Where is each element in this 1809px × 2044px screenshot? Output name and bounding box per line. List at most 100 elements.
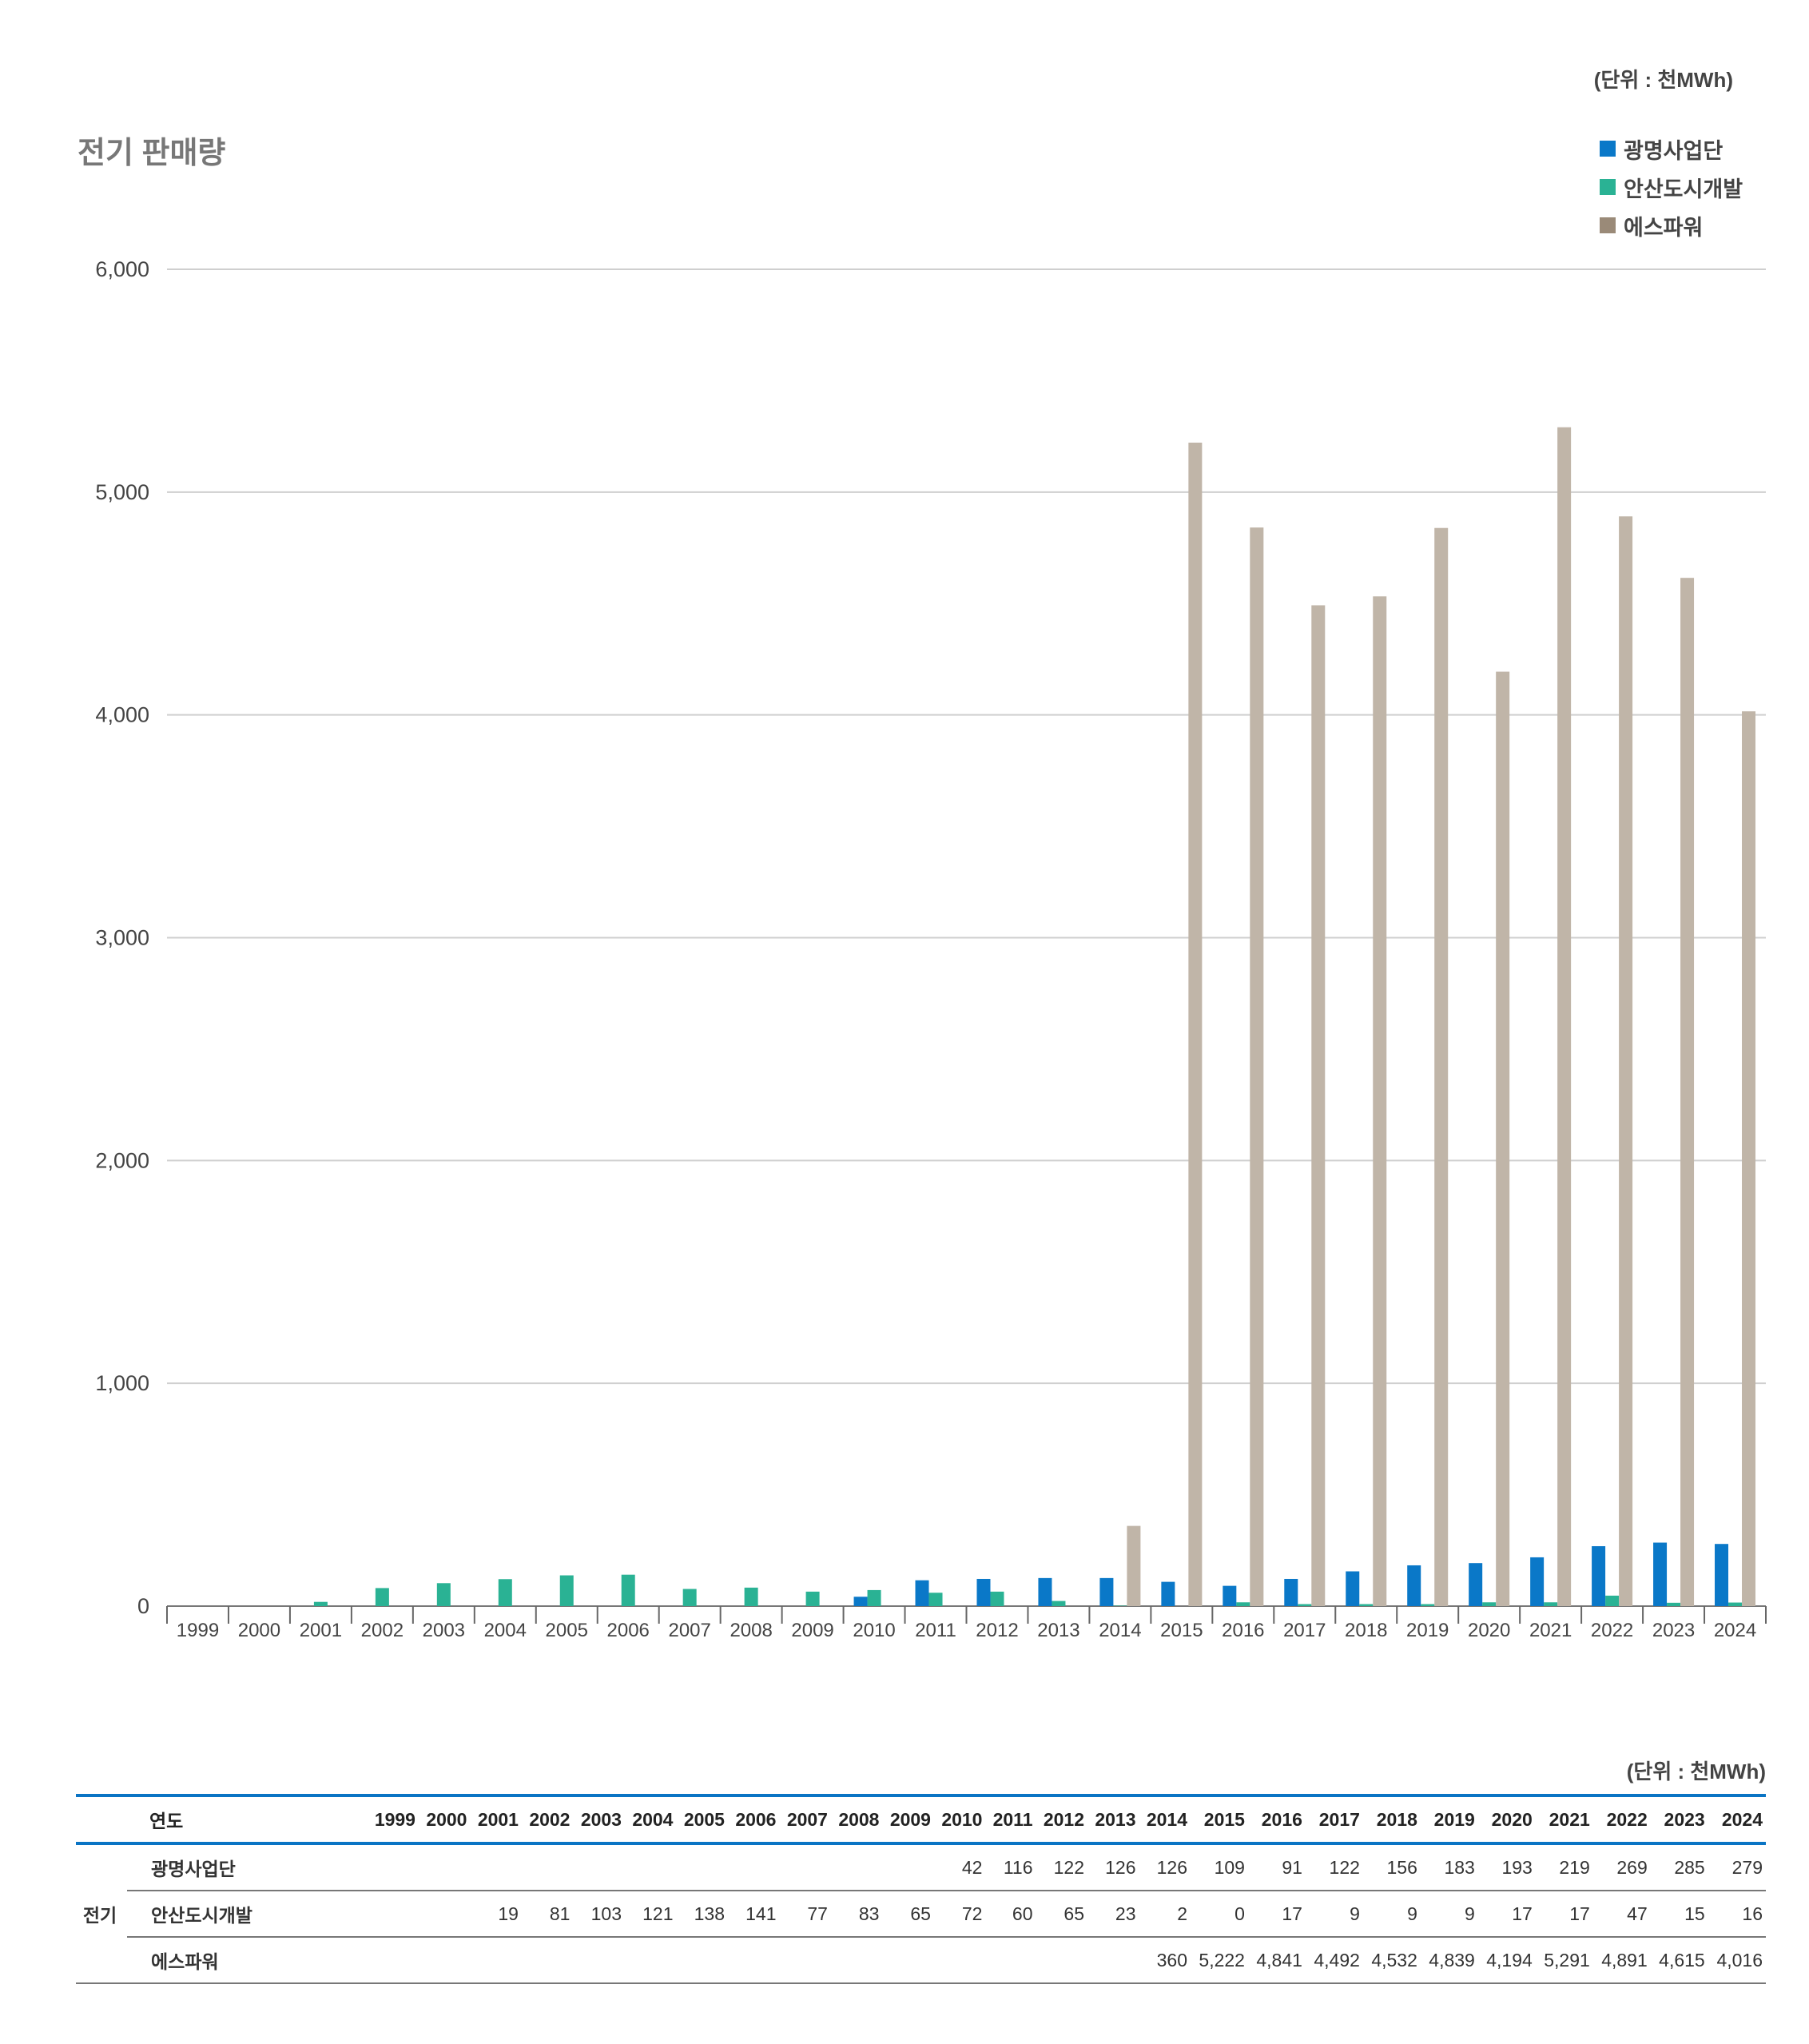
- table-cell: [418, 1937, 471, 1984]
- table-cell: 183: [1420, 1843, 1478, 1891]
- table-cell: 17: [1535, 1891, 1593, 1938]
- table-cell: [367, 1843, 419, 1891]
- table-cell: 156: [1362, 1843, 1421, 1891]
- year-header-cell: 2005: [676, 1794, 728, 1845]
- bar-광명사업단-2014: [1099, 1577, 1114, 1606]
- bar-광명사업단-2022: [1592, 1545, 1606, 1606]
- table-cell: [676, 1937, 728, 1984]
- year-header-cell: 2014: [1139, 1794, 1191, 1845]
- bar-에스파워-2019: [1434, 527, 1449, 1606]
- year-header-cell: 2007: [779, 1794, 831, 1845]
- year-header-cell: 2010: [933, 1794, 986, 1845]
- year-header-cell: 2004: [624, 1794, 677, 1845]
- table-cell: [367, 1937, 419, 1984]
- year-header-cell: 2003: [573, 1794, 625, 1845]
- row-label: 광명사업단: [127, 1843, 368, 1891]
- x-tick-label: 2007: [668, 1620, 710, 1641]
- year-header-cell: 1999: [367, 1794, 419, 1845]
- table-cell: 15: [1650, 1891, 1708, 1938]
- table-cell: 4,532: [1362, 1937, 1421, 1984]
- bar-에스파워-2018: [1373, 596, 1387, 1606]
- table-cell: 141: [727, 1891, 780, 1938]
- table-cell: 219: [1535, 1843, 1593, 1891]
- x-tick-label: 2022: [1591, 1620, 1633, 1641]
- table-cell: 65: [882, 1891, 934, 1938]
- bar-안산도시개발-2010: [867, 1589, 881, 1606]
- legend-label: 에스파워: [1624, 215, 1704, 240]
- table-row: 안산도시개발 19 81 103 121 138 141 77 83 65 72 60 65 23 2 0 17…: [76, 1891, 1766, 1938]
- year-header-cell: 2018: [1362, 1794, 1421, 1845]
- table-cell: 121: [624, 1891, 677, 1938]
- bar-안산도시개발-2021: [1544, 1602, 1558, 1606]
- table-cell: 5,291: [1535, 1937, 1593, 1984]
- legend-label: 광명사업단: [1624, 138, 1724, 163]
- x-tick-label: 2000: [238, 1620, 280, 1641]
- bar-안산도시개발-2009: [805, 1591, 820, 1606]
- table-cell: 17: [1247, 1891, 1306, 1938]
- x-tick-label: 2006: [607, 1620, 650, 1641]
- table-cell: 126: [1139, 1843, 1191, 1891]
- bar-안산도시개발-2012: [990, 1591, 1004, 1606]
- y-tick-label: 1,000: [95, 1371, 149, 1395]
- table-cell: 83: [830, 1891, 883, 1938]
- bar-광명사업단-2010: [853, 1597, 868, 1606]
- table-cell: [882, 1843, 934, 1891]
- x-tick-label: 2015: [1160, 1620, 1203, 1641]
- table-cell: 81: [521, 1891, 574, 1938]
- bar-안산도시개발-2006: [621, 1574, 635, 1606]
- table-cell: 23: [1087, 1891, 1139, 1938]
- table-cell: [573, 1843, 625, 1891]
- bar-안산도시개발-2018: [1359, 1604, 1374, 1606]
- bar-안산도시개발-2024: [1728, 1602, 1743, 1606]
- table-cell: [418, 1843, 471, 1891]
- table-cell: 4,891: [1592, 1937, 1651, 1984]
- x-tick-label: 2013: [1037, 1620, 1079, 1641]
- bar-안산도시개발-2001: [313, 1601, 328, 1606]
- bar-광명사업단-2020: [1469, 1563, 1483, 1606]
- table-cell: [882, 1937, 934, 1984]
- legend-swatch: [1600, 217, 1616, 233]
- bar-에스파워-2020: [1496, 671, 1510, 1606]
- group-label: 전기: [76, 1843, 127, 1984]
- x-tick-label: 2008: [730, 1620, 772, 1641]
- table-cell: 65: [1036, 1891, 1087, 1938]
- bar-chart: 0 1,000 2,000 3,000 4,000 5,000 6,000 1999 2000 2…: [95, 257, 1767, 1641]
- bar-안산도시개발-2016: [1236, 1602, 1250, 1606]
- year-header-cell: 2016: [1247, 1794, 1306, 1845]
- table-cell: [470, 1843, 522, 1891]
- table-cell: 0: [1191, 1891, 1248, 1938]
- x-tick-label: 2014: [1099, 1620, 1141, 1641]
- bar-광명사업단-2018: [1346, 1571, 1360, 1606]
- y-tick-label: 6,000: [95, 257, 149, 281]
- table-cell: [830, 1937, 883, 1984]
- x-tick-label: 2018: [1345, 1620, 1387, 1641]
- legend-item-gwangmyeong: 광명사업단: [1600, 129, 1743, 168]
- chart-title: 전기 판매량: [78, 137, 226, 170]
- year-header-cell: 2009: [882, 1794, 934, 1845]
- table-cell: 116: [985, 1843, 1036, 1891]
- y-tick-label: 0: [137, 1594, 149, 1618]
- table-cell: [933, 1937, 986, 1984]
- x-tick-label: 2005: [546, 1620, 588, 1641]
- y-tick-label: 5,000: [95, 480, 149, 504]
- table-cell: 16: [1708, 1891, 1766, 1938]
- table-cell: 9: [1362, 1891, 1421, 1938]
- table-cell: [521, 1937, 574, 1984]
- table-cell: 269: [1592, 1843, 1651, 1891]
- table-cell: [418, 1891, 471, 1938]
- year-header-cell: 2022: [1592, 1794, 1651, 1845]
- table-cell: [830, 1843, 883, 1891]
- legend-item-ansan: 안산도시개발: [1600, 168, 1743, 206]
- x-tick-label: 2023: [1652, 1620, 1695, 1641]
- table-cell: 9: [1305, 1891, 1363, 1938]
- table-row: 전기 광명사업단 42 116 122 126 126 109 91 122 156 183 193 21…: [76, 1843, 1766, 1984]
- bar-안산도시개발-2023: [1667, 1602, 1681, 1606]
- table-cell: 4,492: [1305, 1937, 1363, 1984]
- year-header-cell: 2001: [470, 1794, 522, 1845]
- year-header-cell: 2015: [1191, 1794, 1248, 1845]
- x-tick-label: 2001: [300, 1620, 342, 1641]
- table-cell: 360: [1139, 1937, 1191, 1984]
- table-cell: 4,016: [1708, 1937, 1766, 1984]
- table-cell: [1087, 1937, 1139, 1984]
- table-cell: 103: [573, 1891, 625, 1938]
